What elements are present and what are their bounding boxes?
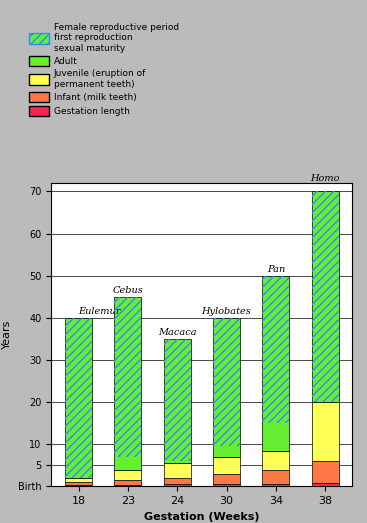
Bar <box>262 484 290 486</box>
Text: Pan: Pan <box>267 265 285 274</box>
Bar <box>312 461 339 483</box>
Bar <box>164 484 191 486</box>
Bar <box>213 484 240 486</box>
X-axis label: Gestation (Weeks): Gestation (Weeks) <box>144 511 259 521</box>
Bar <box>262 276 290 423</box>
Bar <box>262 470 290 484</box>
Bar <box>164 463 191 478</box>
Bar <box>65 478 92 482</box>
Bar <box>114 297 141 457</box>
Bar <box>213 457 240 474</box>
Bar <box>164 339 191 461</box>
Bar <box>114 484 141 486</box>
Text: Homo: Homo <box>310 174 340 183</box>
Bar <box>114 297 141 470</box>
Bar <box>312 191 339 402</box>
Bar <box>312 483 339 486</box>
Bar <box>262 276 290 451</box>
Bar <box>164 478 191 484</box>
Text: Eulemur: Eulemur <box>79 307 121 316</box>
Bar <box>65 482 92 485</box>
Bar <box>213 474 240 484</box>
Bar <box>213 318 240 457</box>
Text: Cebus: Cebus <box>112 286 143 294</box>
Y-axis label: Years: Years <box>3 320 12 349</box>
Bar <box>312 191 339 402</box>
Bar <box>65 485 92 486</box>
Bar <box>164 339 191 463</box>
Text: Hylobates: Hylobates <box>201 307 251 316</box>
Legend: Female reproductive period
first reproduction
sexual maturity, Adult, Juvenile (: Female reproductive period first reprodu… <box>26 20 181 119</box>
Bar <box>213 318 240 446</box>
Bar <box>114 470 141 480</box>
Bar <box>114 480 141 484</box>
Text: Macaca: Macaca <box>158 328 196 337</box>
Bar <box>65 318 92 478</box>
Bar <box>312 402 339 461</box>
Bar <box>65 318 92 478</box>
Bar <box>262 451 290 470</box>
